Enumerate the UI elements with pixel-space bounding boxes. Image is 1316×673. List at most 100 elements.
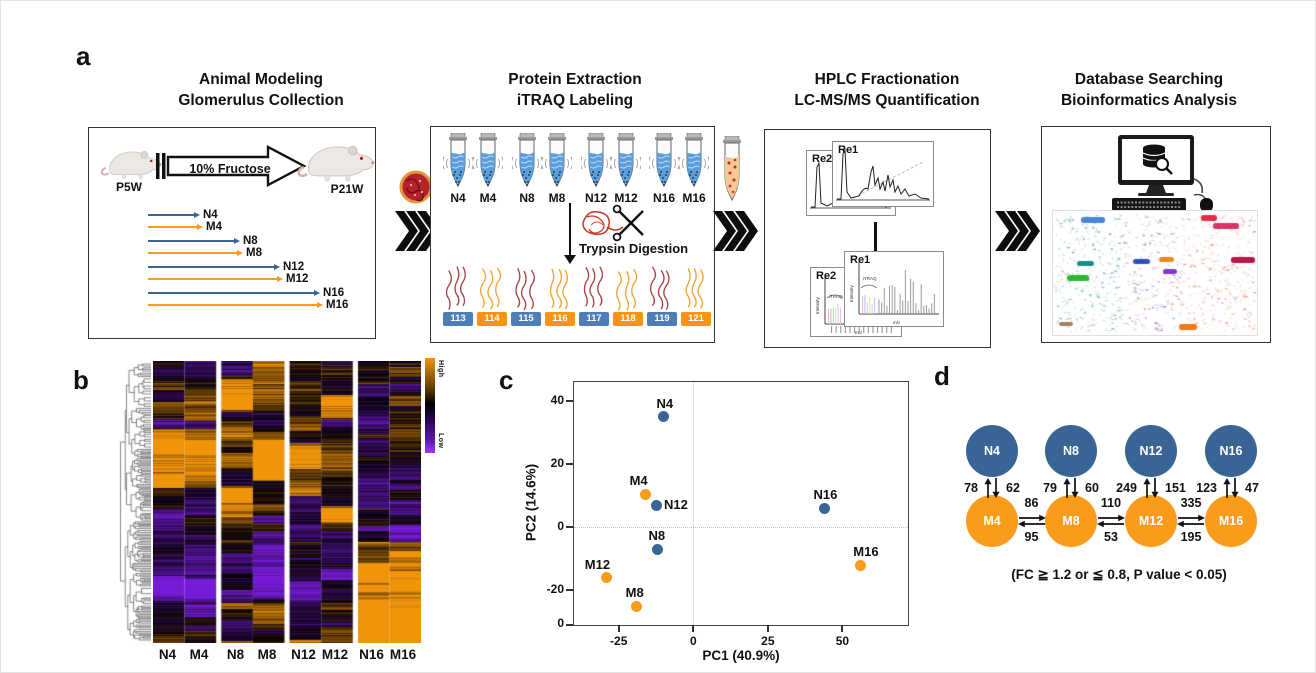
hplc-box: Re2 Re1 Re2 iTRAQ Intensity m/z	[764, 129, 991, 348]
timeline-arrow-head	[274, 263, 280, 270]
keyboard-icon	[1112, 198, 1186, 211]
pca-y-corner-label: 0	[557, 616, 564, 630]
panel-a-label: a	[76, 41, 91, 71]
sample-tube-label: N12	[584, 191, 607, 205]
pca-y-tick	[566, 589, 573, 592]
dep-reverse-count: 53	[1104, 530, 1118, 544]
dep-up-count: 123	[1196, 481, 1217, 495]
step1-title-line1: Animal Modeling	[199, 71, 323, 88]
pca-data-point	[652, 543, 663, 555]
timeline-label: N16	[323, 287, 345, 299]
pca-x-tick	[617, 625, 620, 632]
spectrum-re1-ylabel: Intensity	[849, 284, 854, 302]
mouse-icon	[1194, 193, 1213, 212]
pca-point-label: M16	[853, 544, 879, 560]
panel-c-label: c	[499, 365, 514, 395]
chevron-arrow-icon-2	[713, 211, 758, 251]
pca-data-point	[650, 499, 662, 511]
heatmap-column-label: N12	[291, 647, 316, 662]
pca-x-axis-title: PC1 (40.9%)	[702, 648, 780, 663]
timeline-label: M12	[286, 273, 309, 285]
dep-up-count: 249	[1116, 481, 1137, 495]
rat-start-label: P5W	[115, 180, 142, 194]
itraq-tag-chip: 118	[613, 312, 643, 326]
dep-down-count: 60	[1085, 481, 1099, 495]
heatmap-column-label: N8	[226, 647, 245, 662]
rat-end-label: P21W	[330, 182, 364, 196]
digestion-arrow-head	[564, 255, 576, 264]
hplc-down-arrow-line	[874, 222, 877, 254]
up-down-arrows-icon	[984, 478, 1000, 498]
peptide-icon	[480, 267, 502, 310]
step4-title-line2: Bioinformatics Analysis	[1060, 92, 1237, 109]
pca-zero-hline	[574, 527, 908, 529]
peptide-icon	[515, 268, 535, 311]
panel-d-label: d	[934, 361, 950, 391]
timeline-arrow-head	[234, 237, 240, 244]
dep-group-circle: N12	[1125, 425, 1177, 477]
peptide-icon	[685, 268, 704, 309]
pca-x-tick-label: 50	[835, 634, 850, 648]
pca-x-tick	[766, 625, 769, 632]
dep-group-circle: N8	[1045, 425, 1097, 477]
timeline-label: N8	[243, 235, 258, 247]
up-down-arrows-icon	[1143, 478, 1159, 498]
pca-x-tick-label: -25	[610, 634, 628, 648]
pca-y-tick-label: 0	[557, 519, 564, 534]
dep-down-count: 62	[1006, 481, 1020, 495]
pca-y-axis-title: PC2 (14.6%)	[523, 463, 539, 542]
pca-plot-area: 40 20 0 -20 0 -25 0 25 50 N4 M4 N12 N8 M12 M8 N16 M16	[547, 381, 909, 648]
pca-data-point	[640, 488, 652, 500]
heatmap-column-label: N4	[158, 647, 177, 662]
sample-tube-label: M8	[548, 191, 566, 205]
pca-x-tick	[841, 625, 844, 632]
fructose-arrow-icon	[156, 145, 307, 187]
step3-title: HPLC Fractionation LC-MS/MS Quantificati…	[747, 69, 1027, 111]
sample-tube-label: N8	[519, 191, 535, 205]
up-down-arrows-icon	[1223, 478, 1239, 498]
left-right-arrows-icon	[1017, 514, 1046, 528]
chevron-arrow-icon-3	[995, 211, 1040, 251]
step1-title-line2: Glomerulus Collection	[178, 92, 344, 109]
trypsin-scissors-icon	[582, 204, 644, 242]
chromatogram-re2-label: Re2	[812, 153, 833, 165]
heatmap-column-label: M8	[257, 647, 277, 662]
peptide-icon	[446, 266, 466, 310]
pca-x-tick-label: 0	[689, 634, 697, 648]
sample-tube-label: M16	[682, 191, 706, 205]
dep-up-count: 78	[964, 481, 978, 495]
timeline-label: M4	[206, 221, 222, 233]
itraq-tag-chip: 116	[545, 312, 575, 326]
sample-tube-icon	[581, 133, 611, 188]
dep-group-circle: M4	[966, 495, 1018, 547]
rat-p21w-icon	[297, 145, 375, 182]
step2-title-line1: Protein Extraction	[508, 71, 642, 88]
pca-y-tick	[566, 624, 573, 626]
peptide-icon	[583, 266, 604, 308]
spectrum-re2-ylabel: Intensity	[815, 296, 820, 314]
pca-data-point	[601, 572, 613, 584]
pca-data-point	[657, 411, 669, 423]
pca-point-label: M8	[625, 585, 644, 601]
step2-title-line2: iTRAQ Labeling	[516, 92, 634, 109]
sample-tube-icon	[649, 133, 679, 188]
peptide-icon	[616, 268, 638, 311]
timeline-label: M8	[246, 247, 262, 259]
dep-forward-count: 86	[1024, 496, 1039, 510]
pca-data-point	[819, 502, 830, 514]
timeline-arrow-head	[314, 289, 320, 296]
heatmap-column-label: M16	[389, 647, 417, 662]
peptide-icon	[549, 268, 569, 310]
pca-point-label: N8	[648, 528, 666, 544]
step4-title: Database Searching Bioinformatics Analys…	[1009, 69, 1289, 111]
sample-tube-icon	[512, 133, 542, 188]
up-down-arrows-icon	[1063, 478, 1079, 498]
treatment-label: 10% Fructose	[189, 162, 271, 176]
dep-group-circle: N16	[1205, 425, 1257, 477]
pca-y-tick	[566, 399, 573, 402]
dep-reverse-count: 195	[1180, 530, 1202, 544]
dep-forward-count: 335	[1180, 496, 1202, 510]
chromatogram-panel-re1: Re1	[832, 141, 934, 207]
dep-reverse-count: 95	[1024, 530, 1039, 544]
timeline-arrow-line	[148, 292, 314, 294]
